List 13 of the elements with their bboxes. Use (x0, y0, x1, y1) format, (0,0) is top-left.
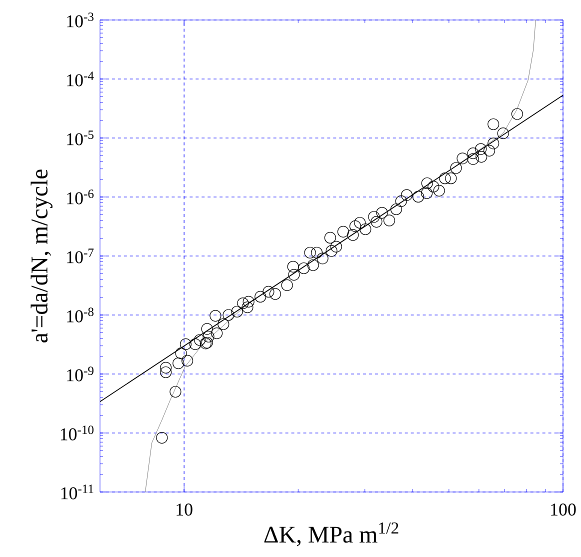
y-tick-label: 10$^{-7}$ (67, 248, 94, 264)
y-tick-label: 10$^{-3}$ (67, 12, 94, 28)
y-tick-label: 10$^{-6}$ (67, 190, 94, 204)
y-tick-label: 10$^{-9}$ (67, 366, 94, 382)
y-tick-label: 10$^{-8}$ (67, 308, 94, 322)
y-tick-label: 10$^{-10}$ (60, 426, 94, 440)
y-axis-title: a'=da/dN, m/cycle (30, 170, 52, 342)
x-tick-label: 10 (176, 504, 192, 516)
y-tick-label: 10$^{-5}$ (67, 130, 94, 146)
x-tick-label: 100 (551, 504, 576, 516)
y-tick-label: 10$^{-11}$ (61, 484, 94, 500)
x-axis-title: ΔK, MPa m$^{1/2}$ (264, 522, 398, 546)
y-tick-label: 10$^{-4}$ (67, 72, 94, 86)
